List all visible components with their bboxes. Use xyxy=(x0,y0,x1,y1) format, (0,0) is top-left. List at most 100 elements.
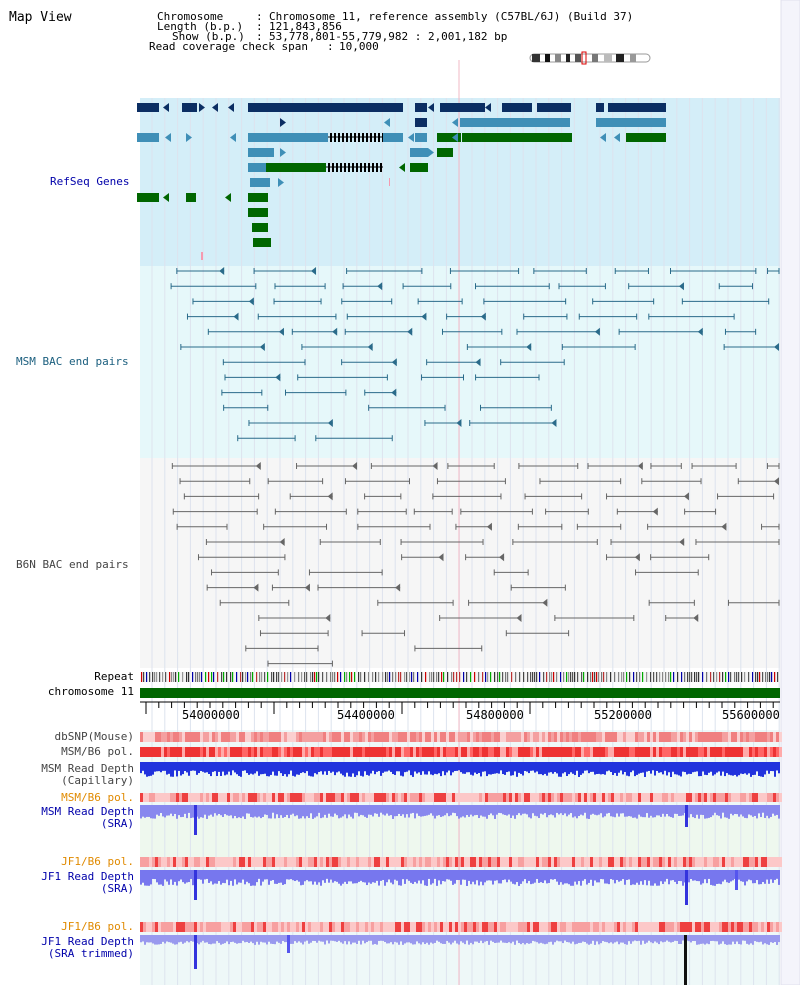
depth-bar xyxy=(664,805,666,817)
bac-end-arrow xyxy=(456,419,462,427)
depth-bar xyxy=(646,935,648,943)
depth-bar xyxy=(208,805,210,816)
depth-bar xyxy=(466,762,468,773)
repeat-mark xyxy=(141,672,143,682)
track-label-msm-depth-cap-1[interactable]: MSM Read Depth xyxy=(41,762,134,775)
repeat-mark xyxy=(577,672,579,682)
depth-bar xyxy=(628,805,630,817)
depth-bar xyxy=(236,935,238,944)
depth-bar xyxy=(336,935,338,942)
track-label-b6n-bac[interactable]: B6N BAC end pairs xyxy=(16,558,129,571)
heat-cell xyxy=(293,732,296,742)
depth-bar xyxy=(358,870,360,882)
track-label-dbsnp[interactable]: dbSNP(Mouse) xyxy=(54,730,134,743)
depth-bar xyxy=(496,762,498,774)
depth-bar xyxy=(342,762,344,776)
track-label-msm-bac[interactable]: MSM BAC end pairs xyxy=(16,355,129,368)
heat-cell xyxy=(515,747,518,757)
heat-cell xyxy=(623,922,626,932)
depth-bar xyxy=(254,762,256,774)
heat-cell xyxy=(335,732,338,742)
depth-bar xyxy=(362,935,364,941)
depth-bar xyxy=(336,870,338,882)
track-label-msm-b6-pol-2[interactable]: MSM/B6 pol. xyxy=(61,791,134,804)
heat-cell xyxy=(236,857,239,867)
read-depth-tracks xyxy=(140,762,780,985)
depth-bar xyxy=(398,805,400,814)
heat-cell xyxy=(536,793,539,802)
depth-bar xyxy=(556,870,558,882)
depth-bar xyxy=(346,870,348,884)
depth-bar xyxy=(706,762,708,776)
repeat-mark xyxy=(463,672,465,682)
repeat-mark xyxy=(223,672,225,682)
depth-bar xyxy=(758,935,760,943)
track-label-refseq[interactable]: RefSeq Genes xyxy=(50,175,130,188)
depth-bar xyxy=(170,870,172,880)
heat-cell xyxy=(656,857,659,867)
depth-bar xyxy=(212,870,214,885)
depth-bar xyxy=(708,870,710,879)
depth-bar xyxy=(324,870,326,883)
heat-cell xyxy=(470,793,473,802)
heat-cell xyxy=(182,922,185,932)
depth-bar xyxy=(392,935,394,945)
depth-bar xyxy=(730,805,732,814)
heat-cell xyxy=(164,922,167,932)
depth-bar xyxy=(526,805,528,815)
depth-bar xyxy=(144,805,146,818)
depth-bar xyxy=(246,762,248,774)
depth-bar xyxy=(298,762,300,775)
track-label-jf1-depth-trim-1[interactable]: JF1 Read Depth xyxy=(41,935,134,948)
track-label-jf1-b6-pol-2[interactable]: JF1/B6 pol. xyxy=(61,920,134,933)
heat-cell xyxy=(467,747,470,757)
heat-cell xyxy=(335,747,338,757)
depth-bar xyxy=(636,935,638,942)
heat-cell xyxy=(704,922,707,932)
repeat-mark xyxy=(728,672,730,682)
heat-cell xyxy=(179,793,182,802)
depth-bar xyxy=(604,762,606,775)
heat-cell xyxy=(494,732,497,742)
depth-bar xyxy=(212,762,214,772)
bac-end-arrow xyxy=(255,462,261,470)
heat-cell xyxy=(362,857,365,867)
depth-bar xyxy=(492,805,494,816)
depth-bar xyxy=(514,805,516,819)
chromosome-ideogram[interactable] xyxy=(529,51,651,65)
repeat-mark xyxy=(385,672,387,682)
heat-cell xyxy=(584,732,587,742)
depth-bar xyxy=(360,935,362,945)
track-label-msm-b6-pol-1[interactable]: MSM/B6 pol. xyxy=(61,745,134,758)
track-label-jf1-depth-sra-1[interactable]: JF1 Read Depth xyxy=(41,870,134,883)
heat-cell xyxy=(197,793,200,802)
heat-cell xyxy=(689,747,692,757)
heat-cell xyxy=(743,747,746,757)
heat-cell xyxy=(752,732,755,742)
depth-bar xyxy=(750,935,752,944)
gene-exon xyxy=(338,133,340,142)
heat-cell xyxy=(686,857,689,867)
depth-bar xyxy=(664,762,666,771)
depth-bar xyxy=(330,805,332,817)
depth-bar xyxy=(560,870,562,883)
depth-bar xyxy=(710,805,712,818)
depth-bar xyxy=(680,935,682,944)
depth-bar xyxy=(506,935,508,944)
heat-cell xyxy=(194,857,197,867)
depth-bar xyxy=(316,805,318,817)
depth-bar xyxy=(336,762,338,773)
depth-bar xyxy=(176,805,178,819)
heat-cell xyxy=(368,747,371,757)
depth-bar xyxy=(450,762,452,776)
bac-end-arrow xyxy=(679,538,685,546)
page-title: Map View xyxy=(9,10,72,25)
depth-bar xyxy=(750,870,752,881)
track-label-msm-depth-sra-1[interactable]: MSM Read Depth xyxy=(41,805,134,818)
heat-cell xyxy=(182,793,185,802)
depth-bar xyxy=(144,870,146,886)
depth-bar xyxy=(200,935,202,943)
track-label-jf1-b6-pol-1[interactable]: JF1/B6 pol. xyxy=(61,855,134,868)
heat-cell xyxy=(281,732,284,742)
repeat-mark xyxy=(411,672,413,682)
